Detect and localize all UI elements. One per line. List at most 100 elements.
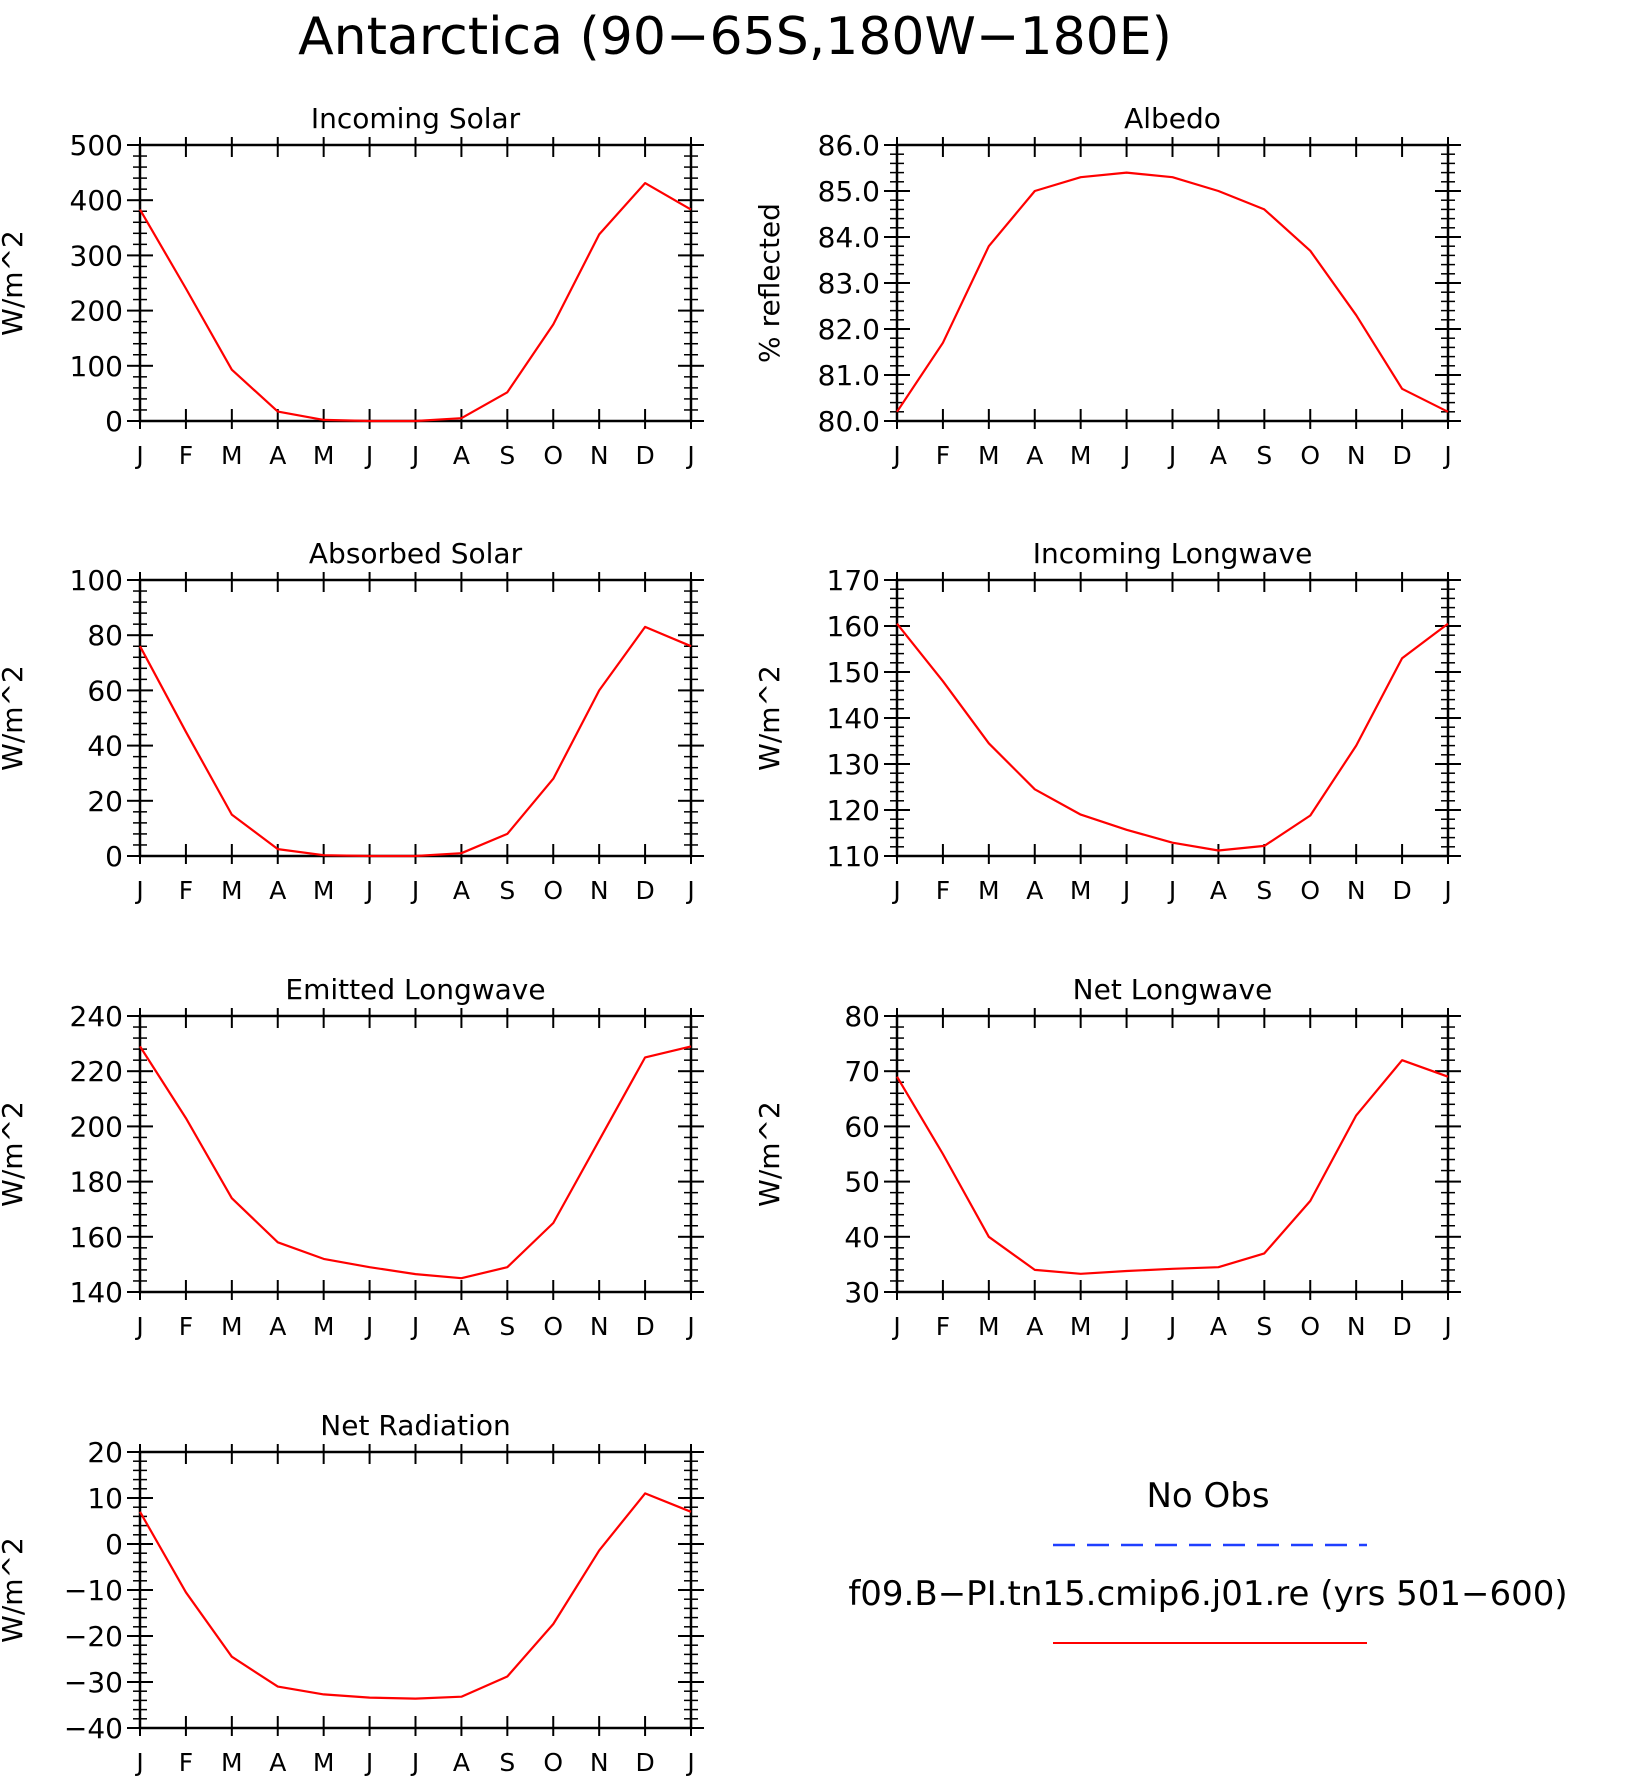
- y-tick-label: 400: [70, 184, 123, 217]
- y-tick-label: 0: [105, 840, 123, 873]
- plot-frame: [138, 1014, 693, 1294]
- plot-frame: [895, 1014, 1450, 1294]
- x-tick-label: N: [590, 441, 609, 470]
- x-tick-label: O: [543, 441, 563, 470]
- x-tick-label: J: [134, 1312, 143, 1341]
- y-tick-label: 60: [87, 674, 123, 707]
- x-tick-label: M: [978, 876, 1000, 905]
- chart-title: Net Radiation: [320, 1409, 510, 1442]
- x-tick-label: F: [179, 441, 193, 470]
- y-tick-label: −40: [64, 1712, 123, 1745]
- x-tick-label: A: [1026, 876, 1043, 905]
- x-tick-label: J: [1121, 441, 1130, 470]
- y-tick-label: 130: [827, 748, 880, 781]
- x-tick-label: A: [269, 1748, 286, 1777]
- chart-title: Net Longwave: [1073, 973, 1273, 1006]
- plot-frame: [138, 143, 693, 423]
- chart-title: Absorbed Solar: [309, 537, 523, 570]
- y-tick-label: 100: [70, 564, 123, 597]
- series-line: [139, 625, 692, 858]
- x-tick-label: M: [313, 1312, 335, 1341]
- x-tick-label: J: [1121, 1312, 1130, 1341]
- x-tick-label: A: [269, 441, 286, 470]
- y-tick-label: 10: [87, 1482, 123, 1515]
- x-tick-label: J: [1442, 441, 1451, 470]
- y-tick-label: 200: [70, 1110, 123, 1143]
- x-tick-label: S: [499, 441, 515, 470]
- x-tick-label: N: [590, 876, 609, 905]
- figure-title: Antarctica (90−65S,180W−180E): [298, 7, 1172, 67]
- chart-title: Albedo: [1124, 102, 1221, 135]
- y-axis-label: W/m^2: [0, 665, 29, 771]
- x-tick-label: J: [685, 441, 694, 470]
- x-tick-label: J: [410, 1312, 419, 1341]
- y-tick-label: 160: [827, 610, 880, 643]
- plot-frame: [895, 143, 1450, 423]
- chart-title: Incoming Solar: [311, 102, 521, 135]
- y-tick-label: 180: [70, 1166, 123, 1199]
- y-tick-label: 150: [827, 656, 880, 689]
- y-tick-label: 80.0: [818, 405, 880, 438]
- series-line: [139, 1045, 692, 1280]
- x-tick-label: J: [410, 1748, 419, 1777]
- x-tick-label: F: [179, 876, 193, 905]
- x-tick-label: J: [134, 441, 143, 470]
- y-tick-label: 200: [70, 295, 123, 328]
- x-tick-label: J: [891, 1312, 900, 1341]
- x-tick-label: A: [1210, 441, 1227, 470]
- series-line: [896, 171, 1449, 413]
- y-tick-label: 220: [70, 1055, 123, 1088]
- x-tick-label: F: [179, 1748, 193, 1777]
- y-tick-label: 110: [827, 840, 880, 873]
- y-tick-label: 30: [844, 1276, 880, 1309]
- x-tick-label: O: [543, 876, 563, 905]
- x-tick-label: A: [269, 1312, 286, 1341]
- x-tick-label: J: [1167, 876, 1176, 905]
- x-tick-label: J: [685, 876, 694, 905]
- y-tick-label: 300: [70, 239, 123, 272]
- y-tick-label: 86.0: [818, 129, 880, 162]
- x-tick-label: M: [221, 441, 243, 470]
- x-tick-label: A: [1026, 1312, 1043, 1341]
- x-tick-label: A: [1210, 876, 1227, 905]
- x-tick-label: M: [1070, 876, 1092, 905]
- y-tick-label: 0: [105, 405, 123, 438]
- y-tick-label: 140: [70, 1276, 123, 1309]
- x-tick-label: F: [936, 441, 950, 470]
- x-tick-label: J: [685, 1312, 694, 1341]
- y-axis-label: W/m^2: [0, 1537, 29, 1643]
- y-tick-label: 80: [844, 1000, 880, 1033]
- x-tick-label: M: [978, 441, 1000, 470]
- y-tick-label: −30: [64, 1666, 123, 1699]
- x-tick-label: M: [1070, 1312, 1092, 1341]
- x-tick-label: N: [1347, 876, 1366, 905]
- x-tick-label: J: [1442, 1312, 1451, 1341]
- x-tick-label: O: [1300, 1312, 1320, 1341]
- series-line: [139, 182, 692, 423]
- y-axis-label: W/m^2: [753, 1101, 786, 1207]
- y-axis-label: % reflected: [753, 203, 786, 363]
- x-tick-label: D: [635, 1312, 654, 1341]
- chart-title: Emitted Longwave: [285, 973, 545, 1006]
- legend: No Obs f09.B−PI.tn15.cmip6.j01.re (yrs 5…: [848, 1476, 1568, 1644]
- x-tick-label: J: [1167, 441, 1176, 470]
- y-tick-label: 40: [844, 1221, 880, 1254]
- y-tick-label: −20: [64, 1620, 123, 1653]
- x-tick-label: N: [1347, 1312, 1366, 1341]
- y-tick-label: 70: [844, 1055, 880, 1088]
- y-tick-label: 100: [70, 350, 123, 383]
- x-tick-label: O: [1300, 876, 1320, 905]
- chart-panel-4: J F M A M J J A S O N D J110120130140150160170Incomi…: [753, 537, 1461, 905]
- y-tick-label: 81.0: [818, 359, 880, 392]
- x-tick-label: M: [221, 1748, 243, 1777]
- x-tick-label: J: [891, 876, 900, 905]
- y-tick-label: 84.0: [818, 221, 880, 254]
- x-tick-label: D: [1392, 1312, 1411, 1341]
- x-tick-label: S: [1256, 441, 1272, 470]
- y-axis-label: W/m^2: [753, 665, 786, 771]
- x-tick-label: D: [635, 876, 654, 905]
